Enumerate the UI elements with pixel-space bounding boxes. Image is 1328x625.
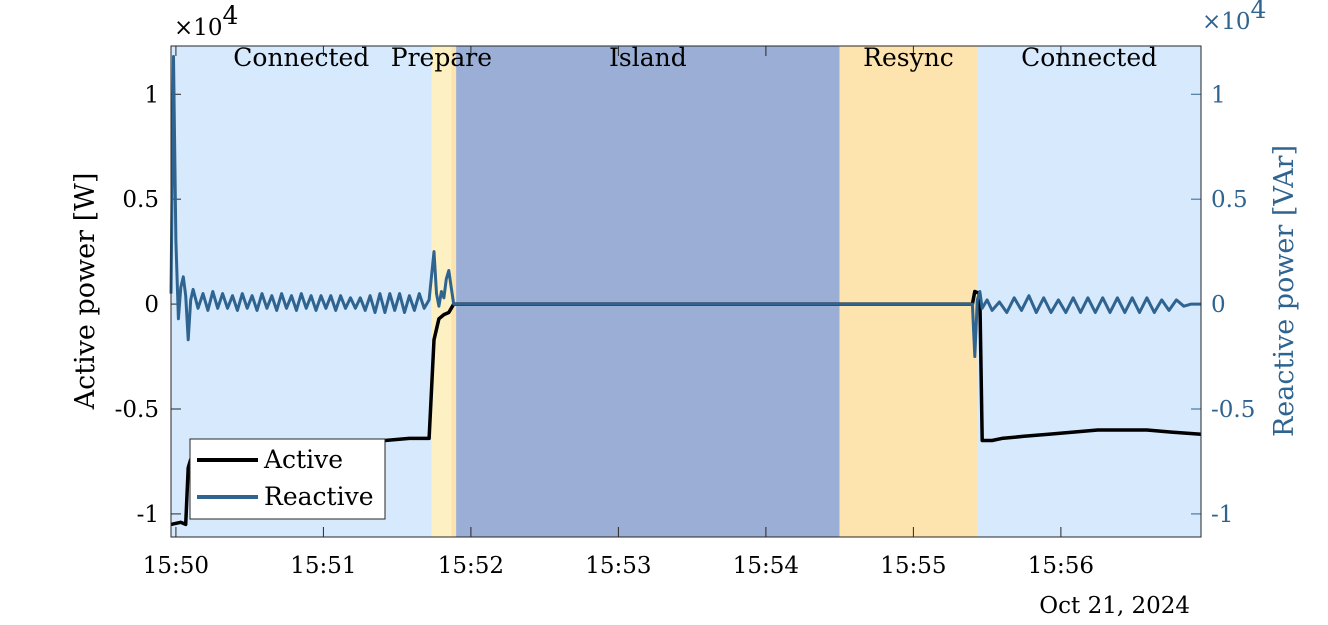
region-band-2	[451, 46, 457, 537]
left-tick-label-1: -0.5	[115, 397, 159, 423]
region-band-4	[839, 46, 978, 537]
x-tick-label-0: 15:50	[143, 553, 209, 579]
region-band-3	[456, 46, 840, 537]
legend: Active Reactive	[189, 438, 386, 520]
x-tick-label-2: 15:52	[438, 553, 504, 579]
left-tick-label-3: 0.5	[122, 187, 159, 213]
left-tick-label-0: -1	[137, 502, 159, 528]
axis-ticks	[171, 46, 1201, 537]
legend-label-reactive: Reactive	[264, 482, 374, 511]
date-label: Oct 21, 2024	[1039, 593, 1190, 619]
right-tick-label-2: 0	[1211, 292, 1226, 318]
left-axis-multiplier: ×104	[174, 1, 238, 41]
region-label-3: Island	[609, 43, 687, 72]
legend-box	[189, 438, 386, 520]
right-axis-label: Reactive power [VAr]	[1269, 145, 1300, 437]
right-tick-label-4: 1	[1211, 82, 1226, 108]
region-bands	[171, 46, 1201, 537]
legend-label-active: Active	[263, 445, 343, 474]
x-tick-label-6: 15:56	[1028, 553, 1094, 579]
left-tick-label-4: 1	[144, 82, 159, 108]
left-tick-label-2: 0	[144, 292, 159, 318]
region-label-5: Connected	[1021, 43, 1157, 72]
plot-frame	[170, 45, 1202, 538]
x-tick-label-3: 15:53	[585, 553, 651, 579]
region-labels: Connected Prepare Island Resync Connected	[233, 43, 1157, 72]
right-axis-multiplier: ×104	[1202, 0, 1266, 35]
x-tick-label-5: 15:55	[880, 553, 946, 579]
region-band-5	[977, 46, 1201, 537]
series-line-reactive	[169, 55, 1201, 358]
left-axis-label: Active power [W]	[70, 173, 101, 411]
x-tick-label-4: 15:54	[733, 553, 799, 579]
right-tick-label-1: -0.5	[1211, 397, 1255, 423]
region-label-4: Resync	[863, 43, 954, 72]
region-label-1: Prepare	[391, 43, 492, 72]
region-label-0: Connected	[233, 43, 369, 72]
x-tick-label-1: 15:51	[290, 553, 356, 579]
tick-labels: 15:50 15:51 15:52 15:53 15:54 15:55 15:56 -1 -0.…	[115, 82, 1256, 579]
right-tick-label-3: 0.5	[1211, 187, 1248, 213]
right-tick-label-0: -1	[1211, 502, 1233, 528]
